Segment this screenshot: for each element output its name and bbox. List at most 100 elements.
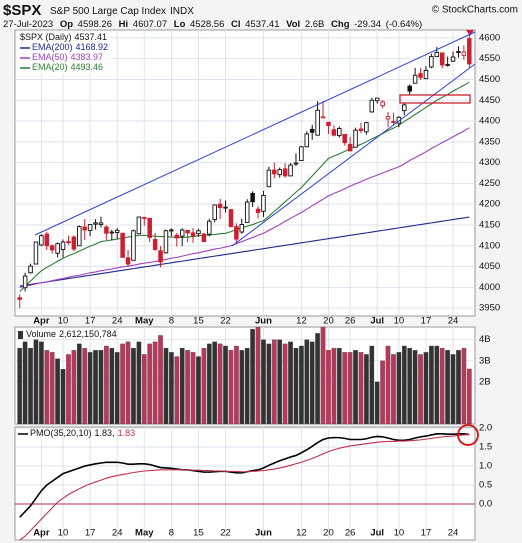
volume-bar: [396, 352, 402, 425]
x-tick-label: 24: [448, 528, 459, 539]
candle-body: [353, 129, 358, 148]
x-tick-label: 10: [58, 316, 69, 327]
legend-text: Volume: [26, 329, 56, 339]
candle-body: [288, 164, 293, 177]
volume-bar: [304, 339, 310, 425]
volume-bar: [385, 345, 391, 425]
candle-body: [142, 217, 147, 219]
y-tick-label: 1.0: [479, 461, 492, 472]
legend-text: 4383.97: [71, 52, 104, 62]
x-tick-label: 24: [112, 528, 123, 539]
volume-bar: [326, 350, 331, 425]
y-tick-label: 2B: [479, 376, 491, 387]
candle-body: [277, 169, 282, 176]
volume-bar: [288, 341, 293, 425]
candle-body: [385, 116, 391, 120]
copyright: © StockCharts.com: [432, 5, 518, 16]
volume-bar: [66, 354, 71, 425]
volume-bar: [60, 369, 66, 425]
candle-body: [407, 85, 412, 92]
candle-body: [60, 241, 66, 250]
volume-bar: [147, 343, 153, 425]
candle-body: [309, 128, 315, 133]
candle-body: [17, 297, 22, 300]
volume-bar: [158, 335, 163, 425]
volume-bar: [131, 347, 136, 425]
candle-body: [434, 51, 440, 58]
volume-bar: [271, 339, 277, 425]
legend-entry: Volume 2,612,150,784: [26, 329, 117, 339]
volume-bar: [401, 345, 407, 425]
volume-bar: [456, 350, 461, 425]
volume-bar: [98, 350, 104, 425]
candle-body: [212, 204, 217, 221]
candle-body: [223, 206, 228, 209]
candle-body: [71, 236, 77, 250]
volume-bar: [39, 341, 44, 425]
volume-bar: [429, 345, 434, 425]
volume-bar: [87, 352, 93, 425]
y-tick-label: 4050: [479, 261, 500, 272]
x-tick-label: 15: [193, 528, 204, 539]
candle-body: [66, 241, 71, 244]
legend-entry: PMO(35,20,10) 1.83, 1.83: [30, 428, 135, 438]
candle-body: [228, 209, 234, 228]
volume-bar: [412, 350, 418, 425]
y-tick-label: 4500: [479, 74, 500, 85]
x-tick-label: Jul: [370, 316, 384, 327]
volume-bar: [347, 352, 353, 425]
volume-bar: [228, 350, 234, 425]
quote-date: 27-Jul-2023: [3, 19, 53, 30]
open-value: 4598.26: [78, 19, 112, 30]
legend-entry: EMA(20) 4493.46: [32, 62, 103, 72]
candle-body: [293, 162, 299, 165]
candle-body: [131, 230, 136, 261]
volume-bar: [364, 354, 369, 425]
down-arrow: [466, 30, 474, 36]
candle-body: [320, 116, 326, 119]
candle-body: [22, 275, 28, 289]
legend-separator: ,: [112, 428, 115, 438]
plot-layer: [15, 30, 475, 541]
legend-text: EMA(20): [32, 62, 68, 72]
open-label: Op: [60, 19, 73, 30]
x-tick-label: May: [135, 528, 154, 539]
low-label: Lo: [174, 19, 186, 30]
legend-text: 1.83: [95, 428, 113, 438]
candle-body: [423, 69, 429, 80]
candle-body: [44, 233, 50, 247]
legend-swatch: [18, 331, 23, 339]
low-value: 4528.56: [190, 19, 224, 30]
candle-body: [255, 208, 261, 213]
legend-entry: EMA(50) 4383.97: [32, 52, 103, 62]
volume-bar: [239, 350, 245, 425]
candle-body: [467, 38, 472, 65]
volume-bar: [234, 345, 239, 425]
candle-body: [190, 232, 196, 237]
y-tick-label: 4B: [479, 334, 491, 345]
y-tick-label: 4250: [479, 178, 500, 189]
candle-body: [28, 265, 33, 274]
close-label: Cl: [231, 19, 241, 30]
volume-bar: [28, 347, 33, 425]
x-tick-label: Apr: [33, 528, 50, 539]
x-tick-label: 17: [421, 528, 432, 539]
high-value: 4607.07: [133, 19, 167, 30]
volume-bar: [309, 341, 315, 425]
candle-body: [282, 168, 288, 177]
volume-bar: [163, 347, 169, 425]
volume-bar: [466, 368, 472, 425]
candle-body: [347, 143, 353, 152]
candle-body: [125, 257, 131, 265]
candle-body: [163, 230, 169, 254]
volume-bar: [44, 350, 50, 425]
candle-body: [158, 250, 163, 263]
legend-entry: $SPX (Daily) 4537.41: [20, 32, 107, 42]
candle-body: [55, 243, 60, 254]
candle-body: [369, 99, 375, 113]
candle-body: [147, 217, 152, 238]
volume-bar: [391, 354, 396, 425]
volume-bar: [22, 341, 28, 425]
x-tick-label: 17: [85, 528, 96, 539]
